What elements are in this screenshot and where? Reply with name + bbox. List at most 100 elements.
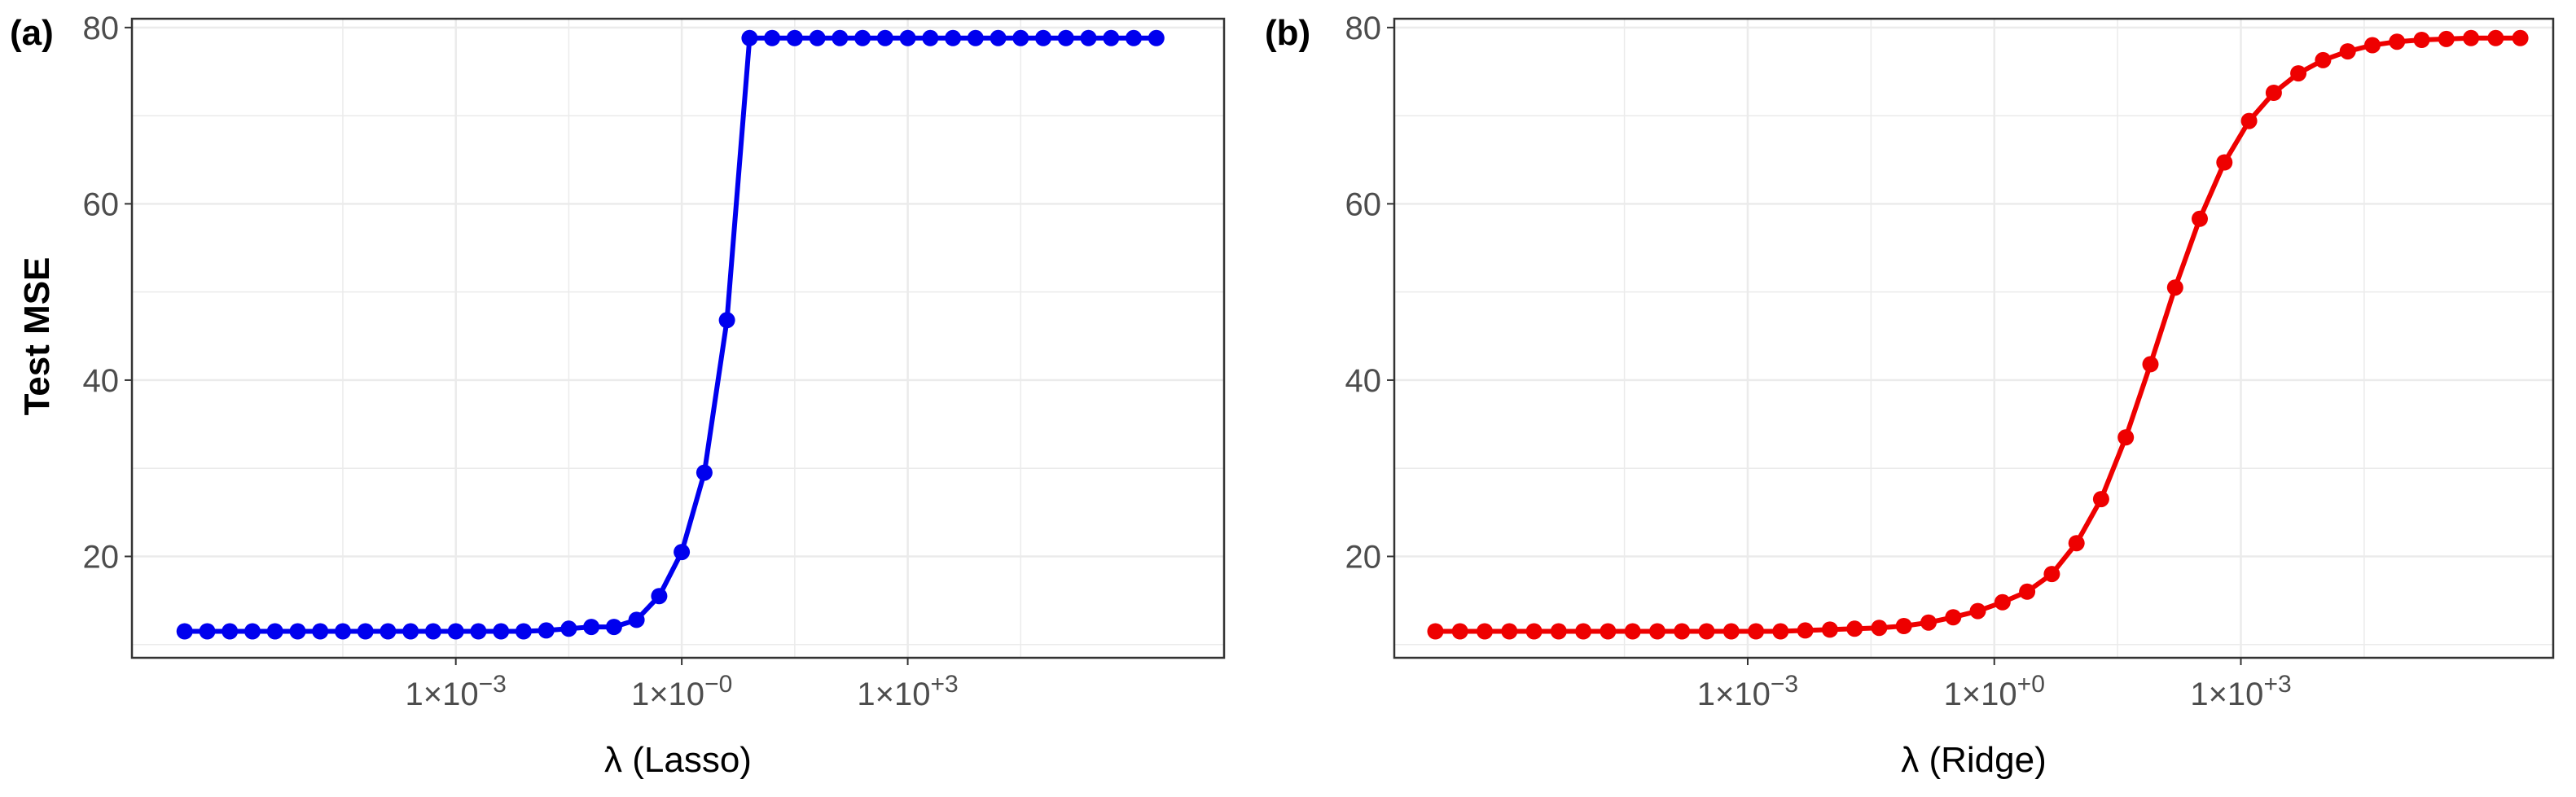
panel-label-a: (a) [10, 13, 54, 53]
ridge-data-point [1846, 620, 1863, 637]
ridge-data-point [1674, 623, 1691, 640]
lasso-data-point [560, 620, 577, 637]
lasso-data-point [674, 544, 691, 561]
lasso-data-point [809, 29, 826, 46]
ridge-data-point [1525, 623, 1543, 640]
lasso-data-point [651, 588, 668, 605]
lasso-data-point [628, 611, 645, 628]
lasso-x-axis-title: λ (Lasso) [604, 740, 752, 780]
lasso-data-point [1148, 29, 1165, 46]
lasso-data-point [289, 623, 306, 640]
lasso-data-point [876, 29, 893, 46]
lasso-data-point [199, 623, 216, 640]
lasso-data-point [515, 623, 532, 640]
ridge-panel: 20 40 60 80 1×10−3 1×10+0 1×10+3 λ (Ridge) [1345, 11, 2555, 780]
lasso-x-tick-label: 1×10−3 [406, 671, 507, 712]
ridge-data-point [1969, 602, 1986, 620]
lasso-y-tick-label: 60 [83, 186, 120, 222]
lasso-y-tick-label: 20 [83, 539, 120, 575]
lasso-data-point [967, 29, 984, 46]
ridge-data-point [1722, 623, 1740, 640]
ridge-data-point [1920, 614, 1937, 631]
lasso-panel: 20 40 60 80 1×10−3 1×10−0 1×10+3 λ (Lasso) [83, 11, 1226, 780]
lasso-data-point [380, 623, 397, 640]
ridge-data-point [1649, 623, 1665, 640]
lasso-data-point [222, 623, 239, 640]
lasso-data-point [922, 29, 939, 46]
ridge-data-point [1575, 623, 1592, 640]
ridge-data-point [1821, 621, 1838, 638]
ridge-data-point [2339, 43, 2356, 60]
ridge-data-point [1748, 623, 1765, 640]
lasso-x-tick-label: 1×10+3 [857, 671, 958, 712]
lasso-y-tick-label: 40 [83, 363, 120, 399]
ridge-data-point [2512, 29, 2529, 46]
y-axis-title: Test MSE [17, 257, 57, 416]
lasso-data-point [741, 29, 758, 46]
ridge-data-point [1698, 623, 1715, 640]
ridge-data-point [1451, 623, 1468, 640]
lasso-data-point [447, 623, 464, 640]
ridge-data-point [2043, 566, 2060, 583]
lasso-data-point [832, 29, 849, 46]
ridge-x-axis-title: λ (Ridge) [1901, 740, 2047, 780]
ridge-x-tick-label: 1×10+0 [1944, 671, 2045, 712]
lasso-data-point [470, 623, 487, 640]
ridge-data-point [2463, 29, 2480, 46]
lasso-data-point [1103, 29, 1120, 46]
lasso-y-tick-label: 80 [83, 11, 120, 46]
ridge-data-point [1624, 623, 1641, 640]
lasso-data-point [764, 29, 781, 46]
ridge-data-point [1600, 623, 1617, 640]
ridge-data-point [2389, 33, 2406, 50]
lasso-data-point [402, 623, 419, 640]
ridge-data-point [1477, 623, 1493, 640]
lasso-data-point [266, 623, 283, 640]
ridge-data-point [2192, 210, 2208, 227]
ridge-data-point [2068, 535, 2085, 552]
ridge-data-point [2092, 491, 2109, 508]
ridge-data-point [1797, 622, 1814, 639]
ridge-data-point [1945, 609, 1962, 626]
lasso-data-point [493, 623, 510, 640]
ridge-y-tick-label: 40 [1345, 363, 1382, 399]
lasso-data-point [696, 464, 713, 481]
ridge-data-point [2142, 356, 2159, 373]
ridge-y-tick-label: 20 [1345, 539, 1382, 575]
ridge-data-point [2117, 429, 2135, 446]
ridge-data-point [1772, 623, 1789, 640]
ridge-data-point [2166, 279, 2183, 296]
lasso-data-point [335, 623, 351, 640]
ridge-data-point [2315, 51, 2332, 68]
lasso-data-point [854, 29, 871, 46]
lasso-data-point [899, 29, 916, 46]
ridge-plot-background [1394, 19, 2553, 658]
ridge-data-point [2265, 85, 2282, 101]
ridge-data-point [2019, 583, 2036, 600]
ridge-y-tick-label: 60 [1345, 186, 1382, 222]
ridge-data-point [2216, 154, 2233, 171]
lasso-data-point [424, 623, 441, 640]
ridge-y-tick-label: 80 [1345, 11, 1382, 46]
lasso-data-point [945, 29, 962, 46]
ridge-data-point [2364, 37, 2381, 54]
lasso-panel-border [130, 17, 1226, 659]
lasso-data-point [538, 622, 555, 639]
lasso-data-point [605, 619, 622, 636]
lasso-data-point [1012, 29, 1029, 46]
lasso-data-point [357, 623, 374, 640]
ridge-data-point [1427, 623, 1444, 640]
lasso-data-point [244, 623, 261, 640]
ridge-panel-border [1393, 17, 2555, 659]
ridge-data-point [1994, 593, 2011, 611]
lasso-data-point [1057, 29, 1074, 46]
lasso-data-point [990, 29, 1007, 46]
lasso-data-point [1126, 29, 1142, 46]
ridge-data-point [1550, 623, 1567, 640]
lasso-x-tick-label: 1×10−0 [631, 671, 732, 712]
panel-label-b: (b) [1265, 13, 1310, 53]
ridge-data-point [2290, 65, 2307, 82]
ridge-x-tick-label: 1×10+3 [2190, 671, 2291, 712]
lasso-data-point [1035, 29, 1051, 46]
